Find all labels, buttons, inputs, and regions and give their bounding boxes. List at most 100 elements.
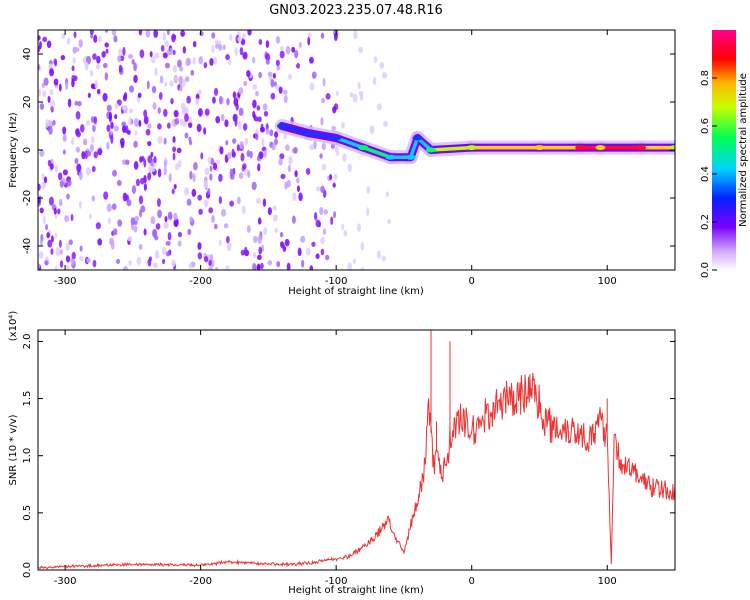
noise-speckle [192, 40, 197, 48]
noise-speckle [249, 150, 253, 159]
noise-speckle [291, 215, 296, 224]
noise-speckle [267, 71, 273, 77]
noise-speckle [152, 262, 158, 269]
noise-speckle [226, 242, 232, 252]
noise-speckle [221, 208, 227, 217]
noise-speckle [323, 209, 329, 215]
noise-speckle [211, 44, 215, 54]
noise-speckle [275, 59, 280, 67]
noise-speckle [247, 30, 252, 36]
noise-speckle [157, 209, 162, 219]
noise-speckle [143, 228, 147, 236]
noise-speckle [223, 223, 229, 229]
noise-speckle [177, 59, 182, 68]
noise-speckle [181, 78, 186, 88]
noise-speckle [38, 41, 42, 50]
noise-speckle [199, 30, 204, 37]
noise-speckle [104, 30, 109, 33]
noise-speckle [238, 87, 244, 95]
noise-speckle [117, 55, 122, 63]
noise-speckle [153, 30, 159, 38]
noise-speckle [110, 240, 115, 250]
noise-speckle [106, 141, 110, 150]
noise-speckle [51, 235, 54, 243]
noise-speckle [62, 149, 66, 155]
noise-speckle [50, 106, 54, 112]
noise-speckle [239, 46, 244, 56]
noise-speckle [163, 108, 168, 117]
track-core [334, 136, 366, 150]
noise-speckle [174, 76, 179, 82]
noise-speckle [104, 42, 109, 48]
noise-speckle [271, 144, 276, 151]
noise-speckle [122, 265, 128, 270]
noise-speckle [265, 59, 270, 65]
noise-speckle [137, 92, 142, 99]
noise-speckle [319, 153, 323, 159]
noise-speckle [66, 193, 70, 200]
noise-speckle [315, 253, 320, 260]
noise-speckle [387, 219, 392, 225]
noise-speckle [157, 198, 161, 207]
noise-speckle [133, 74, 138, 84]
noise-speckle [357, 82, 361, 90]
noise-speckle [215, 159, 221, 165]
noise-speckle [222, 44, 226, 51]
noise-speckle [55, 247, 61, 256]
noise-speckle [198, 208, 203, 215]
top-y-tick-label: 40 [22, 48, 33, 61]
noise-speckle [256, 254, 262, 261]
noise-speckle [333, 173, 338, 181]
noise-speckle [234, 47, 238, 57]
noise-speckle [260, 262, 264, 270]
noise-speckle [83, 138, 88, 144]
noise-speckle [79, 124, 85, 133]
noise-speckle [319, 206, 324, 216]
noise-speckle [118, 64, 123, 73]
noise-speckle [110, 121, 114, 130]
noise-speckle [298, 192, 303, 202]
noise-speckle [340, 121, 345, 129]
noise-speckle [102, 62, 108, 69]
noise-speckle [325, 93, 331, 100]
noise-speckle [229, 33, 233, 42]
noise-speckle [279, 45, 284, 51]
noise-speckle [212, 96, 216, 104]
noise-speckle [177, 240, 182, 247]
noise-speckle [133, 225, 138, 233]
noise-speckle [188, 139, 193, 146]
noise-speckle [322, 228, 327, 235]
noise-speckle [73, 31, 77, 39]
noise-speckle [157, 107, 161, 114]
noise-speckle [57, 172, 63, 181]
noise-speckle [53, 208, 57, 215]
noise-speckle [321, 142, 326, 151]
noise-speckle [203, 61, 208, 69]
bottom-x-tick-label: -100 [325, 576, 348, 587]
noise-speckle [164, 81, 168, 87]
noise-speckle [128, 85, 135, 93]
noise-speckle [113, 35, 118, 43]
bottom-y-tick-label: 0.5 [22, 505, 33, 521]
noise-speckle [44, 260, 49, 266]
track-point [575, 145, 586, 151]
noise-speckle [54, 165, 59, 173]
noise-speckle [50, 248, 54, 255]
noise-speckle [121, 121, 127, 127]
noise-speckle [267, 260, 273, 266]
noise-speckle [212, 162, 218, 171]
noise-speckle [61, 33, 66, 39]
noise-speckle [261, 138, 265, 147]
noise-speckle [240, 152, 245, 162]
noise-speckle [286, 262, 291, 270]
noise-speckle [177, 159, 182, 168]
noise-speckle [292, 192, 297, 202]
noise-speckle [38, 197, 41, 204]
noise-speckle [240, 249, 245, 256]
noise-speckle [320, 32, 325, 39]
noise-speckle [188, 263, 192, 269]
noise-speckle [70, 137, 75, 146]
noise-speckle [335, 90, 339, 96]
noise-speckle [252, 110, 256, 118]
